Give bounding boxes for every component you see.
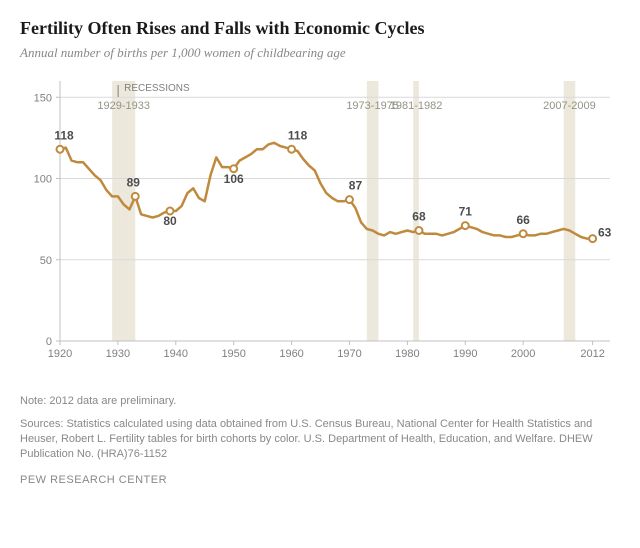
svg-text:1920: 1920 [48,348,72,360]
svg-text:87: 87 [349,179,363,193]
svg-text:1970: 1970 [337,348,361,360]
svg-text:1990: 1990 [453,348,477,360]
svg-text:2007-2009: 2007-2009 [543,100,596,112]
svg-text:66: 66 [516,213,530,227]
svg-text:118: 118 [288,128,308,142]
svg-text:2000: 2000 [511,348,535,360]
svg-text:1930: 1930 [106,348,130,360]
svg-text:1940: 1940 [164,348,188,360]
svg-text:89: 89 [127,175,141,189]
footer-attribution: PEW RESEARCH CENTER [20,474,620,486]
svg-text:0: 0 [46,336,52,348]
svg-text:1950: 1950 [221,348,245,360]
svg-text:150: 150 [34,92,52,104]
svg-text:100: 100 [34,174,52,186]
svg-text:68: 68 [412,210,426,224]
svg-text:80: 80 [163,214,177,228]
svg-text:50: 50 [40,255,52,267]
svg-text:2012: 2012 [580,348,604,360]
chart-area: 0 50 100 150 1920 1930 1940 1950 1960 1970 1980 199… [20,71,620,381]
svg-text:106: 106 [224,172,244,186]
svg-text:118: 118 [54,128,74,142]
chart-subtitle: Annual number of births per 1,000 women … [20,45,620,61]
chart-title: Fertility Often Rises and Falls with Eco… [20,18,620,39]
svg-text:RECESSIONS: RECESSIONS [124,83,190,94]
svg-text:1980: 1980 [395,348,419,360]
svg-text:1981-1982: 1981-1982 [390,100,443,112]
svg-text:1929-1933: 1929-1933 [97,100,150,112]
svg-text:63: 63 [598,226,612,240]
line-chart-svg: 0 50 100 150 1920 1930 1940 1950 1960 1970 1980 199… [20,71,620,381]
svg-text:1960: 1960 [279,348,303,360]
chart-sources: Sources: Statistics calculated using dat… [20,417,620,462]
svg-text:71: 71 [459,205,473,219]
chart-note: Note: 2012 data are preliminary. [20,395,620,407]
